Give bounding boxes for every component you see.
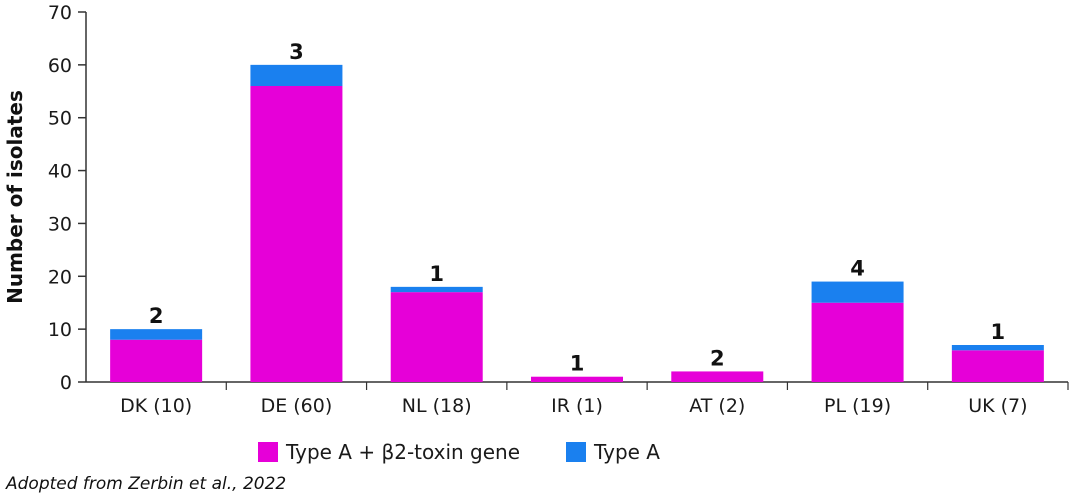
data-label: 3 xyxy=(289,40,304,64)
y-tick-label: 0 xyxy=(60,372,72,394)
x-tick-label: DK (10) xyxy=(120,395,192,417)
y-tick-label: 20 xyxy=(48,266,72,288)
bar-type-a-beta2-6 xyxy=(811,302,904,382)
bars xyxy=(110,64,1044,382)
x-tick-label: IR (1) xyxy=(551,395,603,417)
source-credit: Adopted from Zerbin et al., 2022 xyxy=(6,474,287,494)
data-label: 4 xyxy=(850,257,865,281)
data-labels: 2 3 1 1 2 4 1 xyxy=(149,40,1005,376)
bar-type-a-beta2-3 xyxy=(390,292,483,382)
bar-type-a-beta2-7 xyxy=(951,350,1044,382)
bar-type-a-beta2-1 xyxy=(110,339,203,382)
y-axis-title: Number of isolates xyxy=(3,90,27,304)
y-tick-label: 40 xyxy=(48,161,72,183)
y-tick-label: 60 xyxy=(48,55,72,77)
data-label: 2 xyxy=(149,304,164,328)
legend-item-type-a-beta2-label: Type A + β2-toxin gene xyxy=(285,440,520,464)
bar-type-a-7 xyxy=(951,345,1044,351)
bar-type-a-beta2-5 xyxy=(671,371,764,382)
data-label: 2 xyxy=(710,346,725,370)
y-tick-label: 30 xyxy=(48,213,72,235)
x-tick-label: PL (19) xyxy=(824,395,891,417)
x-tick-label: DE (60) xyxy=(261,395,333,417)
bar-type-a-3 xyxy=(390,286,483,293)
data-label: 1 xyxy=(570,352,585,376)
bar-type-a-6 xyxy=(811,281,904,303)
x-tick-label: AT (2) xyxy=(689,395,745,417)
y-tick-label: 70 xyxy=(48,2,72,24)
legend-item-type-a-beta2-swatch xyxy=(258,442,278,462)
data-label: 1 xyxy=(429,262,444,286)
legend-item-type-a-swatch xyxy=(566,442,586,462)
legend-item-type-a-label: Type A xyxy=(593,440,660,464)
y-tick-label: 50 xyxy=(48,108,72,130)
x-tick-label: UK (7) xyxy=(968,395,1027,417)
x-tick-label: NL (18) xyxy=(402,395,472,417)
axes: 0 10 20 30 40 50 60 70 Number of isolates DK (10)… xyxy=(3,2,1069,417)
bar-type-a-2 xyxy=(250,64,343,86)
y-tick-label: 10 xyxy=(48,319,72,341)
data-label: 1 xyxy=(991,320,1006,344)
bar-type-a-beta2-2 xyxy=(250,86,343,382)
legend: Type A + β2-toxin gene Type A xyxy=(258,440,660,464)
bar-type-a-beta2-4 xyxy=(531,376,623,382)
bar-type-a-1 xyxy=(110,329,203,340)
